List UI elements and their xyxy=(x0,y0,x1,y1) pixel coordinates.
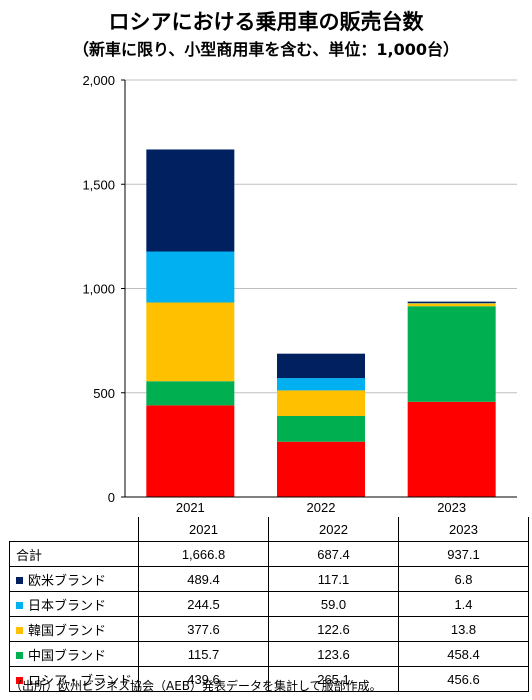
series-name: ロシア・ブランド xyxy=(28,672,133,688)
table-value: 115.7 xyxy=(138,641,269,667)
x-tick-label: 2023 xyxy=(437,500,466,515)
table-row: 中国ブランド 115.7 123.6 458.4 xyxy=(9,641,529,667)
stacked-bar-chart: 0 500 1,000 1,500 2,000 2021 2022 2023 xyxy=(82,73,517,515)
series-label: ロシア・ブランド xyxy=(9,666,139,692)
table-year-header: 2023 xyxy=(398,517,529,542)
table-value: 456.6 xyxy=(398,666,529,692)
series-label: 日本ブランド xyxy=(9,591,139,617)
table-row: 欧米ブランド 489.4 117.1 6.8 xyxy=(9,566,529,592)
table-value: 6.8 xyxy=(398,566,529,592)
table-value: 59.0 xyxy=(268,591,399,617)
y-tick-label: 1,500 xyxy=(82,177,115,192)
table-corner xyxy=(9,517,139,542)
series-name: 中国ブランド xyxy=(28,647,107,663)
source-note: （出所）欧州ビジネス協会（AEB）発表データを集計して服部作成。 xyxy=(10,679,382,693)
bar-segment xyxy=(277,353,365,379)
legend-swatch xyxy=(16,576,23,584)
bar-segment xyxy=(277,415,365,442)
bar-segment xyxy=(407,303,496,307)
table-value: 122.6 xyxy=(268,616,399,642)
bar-segment xyxy=(146,251,235,303)
bar-segment xyxy=(146,381,235,406)
table-value: 123.6 xyxy=(268,641,399,667)
series-label: 中国ブランド xyxy=(9,641,139,667)
bar-segment xyxy=(407,401,496,497)
legend-swatch xyxy=(16,601,23,609)
legend-swatch xyxy=(16,651,23,659)
series-label: 韓国ブランド xyxy=(9,616,139,642)
bar-segment xyxy=(146,405,235,497)
table-value: 439.6 xyxy=(138,666,269,692)
table-row: 日本ブランド 244.5 59.0 1.4 xyxy=(9,591,529,617)
y-tick-label: 1,000 xyxy=(82,282,115,297)
total-value: 687.4 xyxy=(268,541,399,567)
x-tick-label: 2021 xyxy=(176,500,205,515)
table-year-header: 2022 xyxy=(268,517,399,542)
bar-segment xyxy=(277,378,365,391)
table-value: 117.1 xyxy=(268,566,399,592)
bar-segment xyxy=(146,149,235,252)
legend-swatch xyxy=(16,626,23,634)
total-value: 1,666.8 xyxy=(138,541,269,567)
table-value: 244.5 xyxy=(138,591,269,617)
table-value: 1.4 xyxy=(398,591,529,617)
table-value: 377.6 xyxy=(138,616,269,642)
bar-segment xyxy=(407,306,496,402)
bar-segment xyxy=(146,302,235,382)
total-label: 合計 xyxy=(9,541,139,567)
series-name: 日本ブランド xyxy=(28,597,107,613)
table-row-total: 合計 1,666.8 687.4 937.1 xyxy=(9,541,529,567)
x-tick-label: 2022 xyxy=(307,500,336,515)
chart-subtitle: （新車に限り、小型商用車を含む、単位：1,000台） xyxy=(73,40,459,59)
bar-segment xyxy=(407,301,496,304)
table-value: 458.4 xyxy=(398,641,529,667)
table-row: ロシア・ブランド 439.6 265.1 456.6 xyxy=(9,666,529,692)
series-name: 韓国ブランド xyxy=(28,622,107,638)
table-header-row: 2021 2022 2023 xyxy=(9,517,529,542)
total-value: 937.1 xyxy=(398,541,529,567)
y-tick-label: 2,000 xyxy=(82,73,115,88)
y-tick-label: 500 xyxy=(93,386,115,401)
table-value: 13.8 xyxy=(398,616,529,642)
table-row: 韓国ブランド 377.6 122.6 13.8 xyxy=(9,616,529,642)
series-name: 欧米ブランド xyxy=(28,572,107,588)
bar-segment xyxy=(277,390,365,416)
table-value: 489.4 xyxy=(138,566,269,592)
table-year-header: 2021 xyxy=(138,517,269,542)
chart-title: ロシアにおける乗用車の販売台数 xyxy=(108,10,424,34)
y-tick-label: 0 xyxy=(108,490,115,505)
series-label: 欧米ブランド xyxy=(9,566,139,592)
legend-swatch xyxy=(16,676,23,684)
bar-segment xyxy=(277,441,365,497)
table-value: 265.1 xyxy=(268,666,399,692)
data-table: 2021 2022 2023 合計 1,666.8 687.4 937.1 欧米ブランド 489… xyxy=(9,517,529,692)
